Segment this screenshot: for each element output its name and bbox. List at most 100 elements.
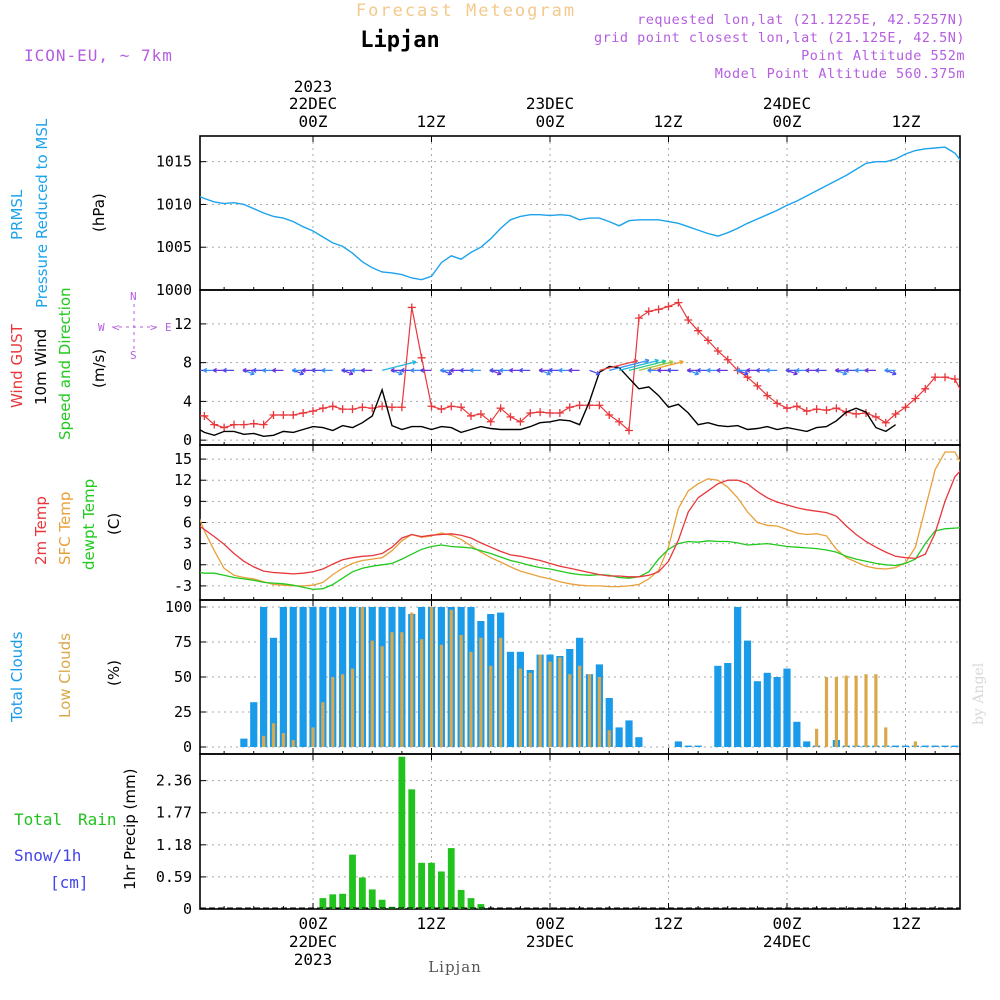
rain-bar bbox=[447, 848, 455, 909]
gust-marker bbox=[783, 404, 791, 413]
low-cloud-bar bbox=[587, 674, 592, 747]
low-cloud-bar bbox=[350, 668, 355, 747]
gust-marker bbox=[318, 404, 327, 413]
gust-marker bbox=[269, 410, 278, 419]
gust-marker bbox=[407, 303, 416, 312]
low-cloud-bar bbox=[331, 677, 335, 747]
top-hour-label: 00Z bbox=[773, 112, 802, 131]
low-cloud-bar bbox=[360, 607, 364, 747]
precip-rain-label: Rain bbox=[78, 810, 117, 829]
gust-marker bbox=[792, 402, 801, 411]
low-cloud-bar bbox=[281, 733, 285, 747]
low-cloud-bar bbox=[291, 740, 295, 747]
low-cloud-bar bbox=[410, 612, 414, 747]
pressure-line bbox=[200, 146, 960, 281]
compass-arrow-east-icon: > bbox=[150, 321, 157, 334]
wind-direction-arrow bbox=[410, 367, 422, 373]
low-cloud-bar bbox=[390, 632, 394, 747]
y-tick-label: 2.36 bbox=[156, 772, 192, 790]
gust-marker bbox=[249, 419, 258, 428]
gust-marker bbox=[496, 404, 505, 413]
pressure-label-long: Pressure Reduced to MSL bbox=[33, 118, 51, 308]
bottom-hour-label: 12Z bbox=[654, 914, 683, 933]
gust-marker bbox=[921, 384, 930, 393]
wind-direction-arrow bbox=[400, 367, 412, 373]
gust-marker bbox=[644, 307, 653, 316]
total-cloud-bar bbox=[309, 607, 317, 747]
gust-marker bbox=[397, 403, 406, 412]
low-cloud-bar bbox=[429, 607, 434, 747]
total-cloud-bar bbox=[724, 663, 732, 747]
low-cloud-bar bbox=[420, 639, 424, 747]
wind-direction-arrow bbox=[558, 367, 570, 373]
low-cloud-bar bbox=[824, 677, 829, 747]
total-cloud-bar bbox=[743, 640, 752, 747]
precip-axis-label: 1hr Precip (mm) bbox=[121, 769, 139, 890]
total-cloud-bar bbox=[240, 738, 248, 747]
wind-direction-arrow bbox=[321, 367, 333, 373]
gust-marker bbox=[378, 402, 387, 411]
total-cloud-bar bbox=[951, 745, 959, 747]
wind-direction-arrow bbox=[242, 367, 254, 373]
rain-bar bbox=[358, 877, 366, 909]
gust-marker bbox=[279, 410, 288, 419]
top-time-axis: 2023 22DEC 00Z 12Z 23DEC 00Z 12Z 24DEC 0… bbox=[289, 77, 921, 131]
compass-east: E bbox=[165, 321, 172, 334]
total-cloud-bar bbox=[250, 702, 258, 747]
gust-marker bbox=[230, 420, 238, 429]
pressure-label-short: PRMSL bbox=[8, 189, 26, 240]
gust-marker bbox=[388, 403, 396, 412]
wind-direction-arrow bbox=[667, 367, 679, 373]
y-tick-label: 1005 bbox=[156, 238, 192, 256]
wind-direction-arrow bbox=[390, 367, 402, 373]
total-cloud-bar bbox=[615, 727, 623, 747]
wind-direction-arrow bbox=[420, 367, 432, 373]
temp-2m-label: 2m Temp bbox=[32, 496, 50, 565]
low-cloud-bar bbox=[459, 635, 463, 747]
bottom-hour-label: 12Z bbox=[417, 914, 446, 933]
gust-marker bbox=[723, 355, 732, 364]
gust-marker bbox=[289, 410, 298, 419]
wind-direction-arrow bbox=[449, 367, 462, 373]
gust-marker bbox=[763, 391, 772, 400]
gust-marker bbox=[299, 409, 308, 418]
low-cloud-bar bbox=[311, 727, 315, 747]
gust-marker bbox=[486, 417, 495, 426]
low-cloud-bar bbox=[499, 637, 503, 747]
gust-marker bbox=[654, 305, 663, 314]
top-year-label: 2023 bbox=[294, 77, 333, 96]
total-cloud-bar bbox=[901, 745, 910, 747]
y-tick-label: 4 bbox=[183, 392, 192, 410]
gust-marker bbox=[348, 405, 357, 414]
low-cloud-bar bbox=[400, 632, 404, 747]
rain-bar bbox=[477, 904, 485, 909]
low-cloud-bar bbox=[538, 654, 542, 747]
low-cloud-bar bbox=[380, 646, 384, 747]
wind-direction-arrow bbox=[785, 367, 797, 373]
cloud-panel-labels: Total Clouds Low Clouds (%) bbox=[8, 631, 123, 723]
gust-marker bbox=[555, 409, 564, 418]
wind-10m-label: 10m Wind bbox=[32, 329, 50, 405]
low-cloud-bar bbox=[578, 665, 582, 747]
total-cloud-bar bbox=[694, 745, 702, 747]
total-cloud-bar bbox=[684, 745, 692, 747]
rain-bar bbox=[467, 898, 475, 909]
wind-direction-arrow bbox=[609, 358, 650, 372]
requested-coords: requested lon,lat (21.1225E, 42.5257N) bbox=[637, 12, 965, 28]
wind-direction-arrow bbox=[657, 367, 669, 373]
wind-direction-arrow bbox=[568, 367, 580, 373]
wind-dir-label: Speed and Direction bbox=[56, 287, 74, 440]
rain-bar bbox=[408, 789, 416, 909]
wind-direction-arrow bbox=[638, 360, 674, 372]
wind-direction-arrow bbox=[351, 367, 363, 373]
wind-direction-arrow bbox=[648, 359, 684, 372]
wind-direction-arrow bbox=[864, 367, 876, 373]
wind-direction-arrow bbox=[202, 367, 215, 373]
gust-marker bbox=[358, 403, 367, 412]
gust-marker bbox=[871, 412, 880, 421]
model-label: ICON-EU, ~ 7km bbox=[24, 46, 173, 65]
gust-marker bbox=[575, 401, 584, 410]
gust-marker bbox=[328, 402, 337, 411]
rain-bar bbox=[339, 893, 347, 909]
bottom-date-label: 23DEC bbox=[526, 932, 574, 951]
